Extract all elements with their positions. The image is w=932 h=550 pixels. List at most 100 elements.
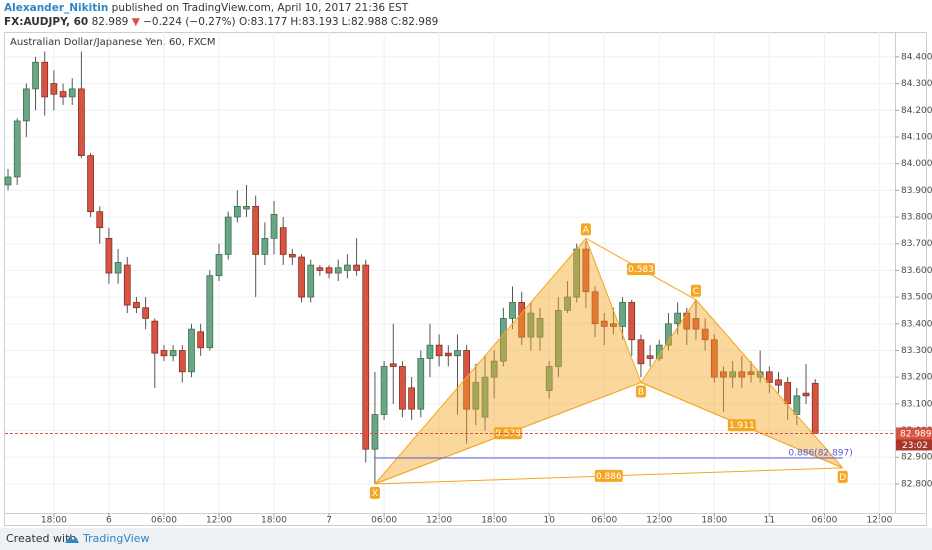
- candle-body: [243, 205, 250, 210]
- candle-body: [133, 302, 140, 309]
- candle-body: [215, 254, 223, 277]
- candle-body: [224, 216, 232, 255]
- candle: [472, 363, 480, 426]
- candle: [426, 323, 434, 378]
- candle-body: [353, 264, 360, 271]
- y-tick-label: 83.900: [901, 186, 932, 196]
- candle: [674, 302, 681, 335]
- point-label: B: [638, 387, 644, 397]
- x-tick-label: 18:00: [261, 516, 287, 526]
- candle: [362, 259, 370, 463]
- candle: [756, 350, 764, 383]
- candle: [527, 302, 535, 351]
- x-tick-label: 06:00: [591, 516, 617, 526]
- ratio-label: 0.583: [628, 265, 654, 275]
- candle: [564, 281, 571, 314]
- point-box: [690, 284, 701, 297]
- candle-body: [646, 355, 654, 359]
- candle: [536, 307, 544, 351]
- ratio-label: 1.911: [729, 421, 755, 431]
- candle-body: [4, 176, 12, 186]
- candle: [78, 51, 85, 159]
- candle: [270, 201, 278, 255]
- header-line-1: Alexander_Nikitin published on TradingVi…: [4, 2, 408, 14]
- candle: [463, 345, 470, 444]
- author[interactable]: Alexander_Nikitin: [4, 2, 109, 14]
- candle: [105, 227, 113, 284]
- y-tick-label: 82.800: [901, 479, 932, 489]
- candle: [289, 249, 296, 266]
- candle-body: [710, 339, 718, 378]
- candle: [344, 254, 351, 279]
- candle-body: [756, 371, 764, 378]
- candle: [637, 334, 645, 378]
- candle: [252, 195, 260, 298]
- candle: [353, 238, 360, 276]
- created: Created with: [6, 532, 77, 545]
- point-label: X: [372, 489, 378, 499]
- y-tick-label: 84.400: [901, 52, 932, 62]
- candle: [444, 345, 452, 367]
- candle-body: [472, 382, 480, 410]
- x-tick-label: 12:00: [646, 516, 672, 526]
- y-tick-label: 84.300: [901, 79, 932, 89]
- candle-body: [169, 350, 177, 357]
- candle: [729, 361, 736, 388]
- last-price-label: 82.989: [900, 429, 932, 439]
- candle: [197, 323, 204, 356]
- candle-body: [160, 350, 168, 357]
- candle-body: [481, 376, 489, 418]
- x-tick-label: 6: [106, 516, 112, 526]
- candle-body: [408, 387, 415, 410]
- candle: [178, 345, 186, 383]
- candle: [399, 361, 406, 418]
- candle-body: [426, 344, 434, 359]
- candle-body: [389, 363, 397, 367]
- candle-body: [114, 262, 122, 274]
- candle: [68, 78, 76, 105]
- candle-body: [399, 366, 406, 410]
- brand[interactable]: TradingView: [83, 532, 150, 545]
- candle-body: [417, 358, 425, 410]
- candle: [793, 387, 801, 426]
- ohlc-label: O:: [239, 16, 251, 28]
- candle-body: [270, 214, 278, 239]
- candle-body: [371, 414, 379, 450]
- ratio-box: [727, 419, 756, 432]
- ohlc-value: 82.989: [401, 16, 439, 28]
- candle-body: [509, 302, 516, 319]
- candle: [334, 259, 342, 282]
- ohlc-value: 83.177: [250, 16, 288, 28]
- x-tick-label: 06:00: [371, 516, 397, 526]
- candle: [32, 56, 39, 111]
- candle: [23, 83, 30, 137]
- candle: [87, 152, 94, 218]
- x-tick-label: 18:00: [41, 516, 67, 526]
- candle-body: [380, 366, 388, 415]
- candle: [710, 334, 718, 383]
- candle: [765, 366, 773, 394]
- candle-body: [600, 320, 608, 327]
- candle: [582, 241, 590, 308]
- candle: [96, 206, 104, 244]
- candle: [555, 297, 562, 378]
- y-tick-label: 84.200: [901, 106, 932, 116]
- candle-body: [13, 120, 21, 178]
- candle-body: [564, 296, 571, 311]
- y-tick-label: 83.100: [901, 399, 932, 409]
- candle: [628, 299, 636, 356]
- candle: [123, 257, 131, 314]
- x-tick-label: 12:00: [206, 516, 232, 526]
- candle: [298, 254, 305, 303]
- candle-body: [142, 307, 149, 319]
- candle: [151, 318, 159, 388]
- candle-body: [811, 382, 819, 434]
- candle: [41, 51, 49, 116]
- candle-body: [499, 318, 507, 362]
- candle-body: [793, 395, 801, 415]
- candle-body: [289, 254, 296, 258]
- candle: [307, 259, 315, 303]
- candle-body: [637, 339, 645, 365]
- candle: [481, 355, 489, 431]
